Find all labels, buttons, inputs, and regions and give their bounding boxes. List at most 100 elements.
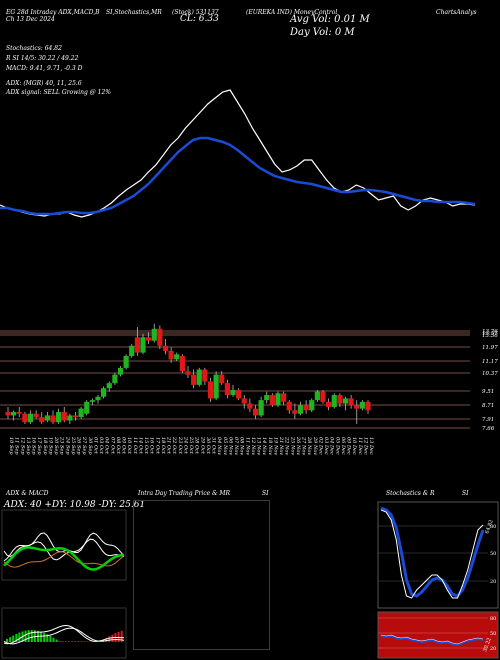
macd-histogram-bar [6,639,8,642]
rsi-value-label: 30.22 [482,637,493,653]
candle-body [151,328,157,341]
candle-body [264,395,270,401]
stoch-level-label: 80 [490,524,496,530]
price-tick-label: 13.57 [482,331,498,337]
date-tick-label: 21 Oct [166,436,172,455]
macd-histogram-bar [108,636,111,642]
stoch-panel-si: SI [462,490,469,497]
stoch-k-line [380,509,484,599]
candle-body [39,417,45,423]
macd-histogram-bar [114,633,117,642]
candle-body [157,328,163,346]
candle-body [78,408,84,418]
rsi-label: R SI 14/5: 30.22 / 49.22 [6,55,79,62]
date-tick-label: 19 Sep [47,437,53,455]
date-tick-label: 05 Nov [222,437,228,455]
date-tick-label: 13 Dec [368,437,374,455]
price-tick-label: 11.97 [482,345,498,351]
date-tick-label: 25 Nov [289,436,295,455]
candle-body [162,345,169,351]
intraday-panel-si: SI [262,490,269,497]
day-vol-label: Day Vol: 0 M [290,27,355,38]
rsi-white-line [380,634,484,645]
adx-panel [1,509,127,581]
stoch-frame [377,501,499,609]
candle-body [326,401,332,407]
candle-body [314,391,320,401]
macd-histogram-bar [95,641,98,642]
candle-body [252,408,259,416]
candle-series [5,323,371,424]
adx-panel-title: ADX & MACD [6,490,49,497]
price-tick-label: 7.91 [482,417,494,423]
macd-histogram-bar [21,631,24,642]
date-label: Ch 13 Dec 2024 [6,16,55,23]
candle-body [286,401,292,411]
date-tick-label: 04 Dec [329,437,335,455]
adx-frame [1,509,127,581]
candle-body [354,405,360,409]
macd-histogram-bar [92,641,95,642]
date-tick-label: 10 Sep [8,437,14,455]
header-line-1-mid: SI,Stochastics,MR [106,9,162,16]
stoch-value-label: 64.82 [484,519,495,535]
date-tick-label: 05 Dec [334,437,340,455]
rsi-level-label: 80 [490,616,496,622]
price-overlay [0,89,476,218]
candle-body [174,354,180,360]
macd-signal-line [3,627,125,645]
candle-body [61,412,67,421]
price-tick-label: 11.17 [482,359,498,365]
macd-histogram-bar [46,634,49,642]
candle-body [309,400,315,411]
date-tick-label: 09 Oct [121,437,127,455]
candle-body [112,374,118,384]
intraday-panel-title: Intra Day Trading Price & MR [138,490,231,497]
candle-body [359,401,365,409]
macd-frame [1,607,127,659]
stoch-level-label: 50 [490,551,496,557]
header-line-1-right: (EUREKA IND) MoneyControl [246,9,338,16]
date-tick-label: 31 Oct [211,437,217,455]
moving-average-line [0,136,476,216]
header-line-1-left: EG 28d Intraday ADX,MACD,B [6,9,100,16]
adx-label: ADX: (MGR) 40, 11, 25.6 [6,80,82,87]
candle-body [56,412,62,423]
candle-body [106,383,112,389]
price-tick-label: 9.51 [482,389,494,395]
candle-body [342,398,349,404]
date-tick-label: 27 Sep [81,436,87,455]
macd-histogram-bar [71,641,74,642]
date-tick-label: 30 Sep [87,437,93,455]
candle-body [331,395,337,407]
stoch-level-label: 20 [490,579,496,585]
candle-body [213,374,219,399]
date-tick-label: 12 Nov [250,437,256,455]
candle-body [320,391,326,402]
macd-histogram-bar [43,632,46,642]
macd-histogram-bar [55,639,58,642]
candle-body [101,388,107,397]
candle-body [303,405,309,411]
date-tick-label: 04 Nov [216,437,222,455]
date-tick-label: 16 Sep [31,437,37,455]
candle-body [348,398,354,406]
price-tick-label: 10.37 [482,371,498,377]
candle-body [95,396,101,401]
date-tick-label: 14 Oct [137,437,143,455]
adx-white-line-1 [3,532,125,558]
date-axis: 10 Sep 11 Sep 12 Sep 13 Sep 16 Sep 17 Sep 18 S… [8,436,374,455]
candle-body [236,389,242,399]
intraday-panel [133,500,270,650]
date-tick-label: 07 Nov [233,437,239,455]
date-tick-label: 21 Nov [278,436,284,455]
candle-body [134,337,140,353]
date-tick-label: 28 Nov [306,436,312,455]
date-tick-label: 08 Nov [239,437,245,455]
date-tick-label: 07 Oct [109,437,115,455]
macd-histogram-bar [80,641,83,642]
date-tick-label: 22 Nov [284,436,290,455]
macd-histogram-bar [9,637,12,642]
